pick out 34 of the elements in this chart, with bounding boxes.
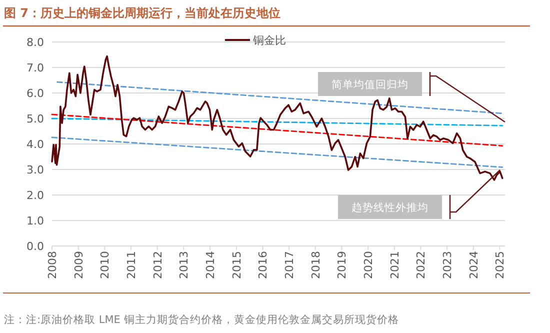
x-tick-label: 2018 xyxy=(309,251,322,279)
x-tick-label: 2012 xyxy=(151,251,164,279)
text: 注：注:原油价格取 LME 铜主力期货合约价格，黄金使用伦敦金属交易所现货价格 xyxy=(4,313,399,326)
x-tick-label: 2025 xyxy=(494,251,507,279)
legend-item: 铜金比 xyxy=(225,34,286,47)
x-tick-label: 2008 xyxy=(46,251,59,279)
x-tick-label: 2015 xyxy=(230,251,244,279)
x-tick-label: 2016 xyxy=(256,251,270,279)
x-tick-label: 2010 xyxy=(98,251,112,279)
y-tick-label: 0.0 xyxy=(26,240,44,253)
x-tick-label: 2021 xyxy=(388,251,402,279)
x-tick-label: 2022 xyxy=(414,251,428,279)
y-tick-label: 2.0 xyxy=(26,189,44,202)
x-tick-label: 2019 xyxy=(336,251,349,279)
annotation: 趋势线性外推均 xyxy=(352,201,428,214)
y-tick-label: 1.0 xyxy=(26,214,44,228)
legend-label: 铜金比 xyxy=(252,34,286,47)
x-tick-label: 2020 xyxy=(362,251,376,279)
y-tick-label: 4.0 xyxy=(26,138,44,151)
x-tick-label: 2014 xyxy=(204,251,218,279)
x-tick-label: 2017 xyxy=(283,251,296,279)
y-tick-label: 8.0 xyxy=(26,36,44,49)
chart-title: 图 7：历史上的铜金比周期运行，当前处在历史地位 xyxy=(4,6,281,20)
y-tick-label: 6.0 xyxy=(26,87,44,100)
x-tick-label: 2023 xyxy=(441,251,454,279)
y-tick-label: 7.0 xyxy=(26,62,44,74)
x-tick-label: 2009 xyxy=(72,251,86,279)
x-tick-label: 2013 xyxy=(178,251,191,279)
line-series xyxy=(51,55,504,181)
x-tick-label: 2024 xyxy=(467,251,480,279)
annotation: 简单均值回归均 xyxy=(332,78,408,91)
x-tick-label: 2011 xyxy=(125,251,138,279)
y-tick-label: 3.0 xyxy=(26,164,44,176)
y-tick-label: 5.0 xyxy=(26,112,44,126)
